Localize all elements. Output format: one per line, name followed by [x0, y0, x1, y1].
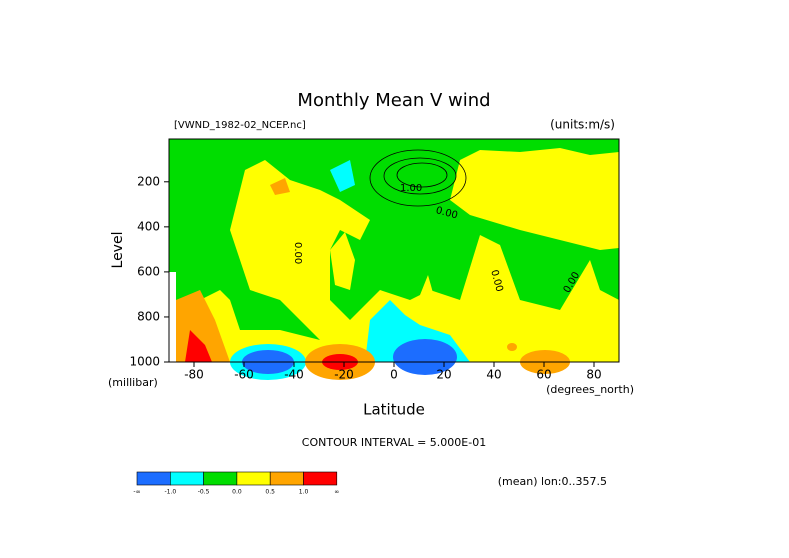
contour-label: 1.00 [400, 183, 422, 194]
contour-label: 0.00 [292, 242, 303, 264]
y-tick-label: 800 [137, 309, 160, 323]
x-units: (degrees_north) [546, 383, 634, 396]
colorbar-swatch [269, 471, 304, 486]
colorbar-swatch [170, 471, 204, 486]
x-axis-label: Latitude [363, 401, 425, 419]
x-tick-label: -60 [234, 368, 254, 382]
y-tick-label: 400 [137, 219, 160, 233]
y-units: (millibar) [108, 376, 158, 389]
x-tick-label: -40 [284, 368, 304, 382]
region-note: (mean) lon:0..357.5 [498, 475, 607, 488]
colorbar-label: 1.0 [299, 489, 309, 496]
x-tick-label: 60 [536, 368, 551, 382]
colorbar-swatch [203, 471, 238, 486]
colorbar-label: ∞ [334, 489, 339, 496]
y-tick-label: 1000 [129, 355, 160, 369]
y-axis-label: Level [110, 232, 126, 269]
contour-interval: CONTOUR INTERVAL = 5.000E-01 [302, 436, 486, 449]
y-tick-label: 600 [137, 264, 160, 278]
x-tick-label: 40 [486, 368, 501, 382]
contour-field [169, 139, 619, 380]
x-tick-label: 0 [390, 368, 398, 382]
x-tick-label: -80 [184, 368, 204, 382]
x-tick-label: -20 [334, 368, 354, 382]
colorbar-swatch [303, 471, 338, 486]
subtitle-left: [VWND_1982-02_NCEP.nc] [174, 120, 306, 131]
colorbar-label: 0.0 [232, 489, 242, 496]
subtitle-right: (units:m/s) [550, 118, 615, 132]
colorbar-label: 0.5 [265, 489, 275, 496]
colorbar-label: -0.5 [198, 489, 210, 496]
colorbar-label: -∞ [133, 489, 140, 496]
x-tick-label: 20 [436, 368, 451, 382]
x-tick-label: 80 [586, 368, 601, 382]
colorbar-label: -1.0 [164, 489, 176, 496]
y-tick-label: 200 [137, 174, 160, 188]
chart-title: Monthly Mean V wind [297, 90, 490, 111]
colorbar-swatch [236, 471, 271, 486]
colorbar-swatch [136, 471, 171, 486]
